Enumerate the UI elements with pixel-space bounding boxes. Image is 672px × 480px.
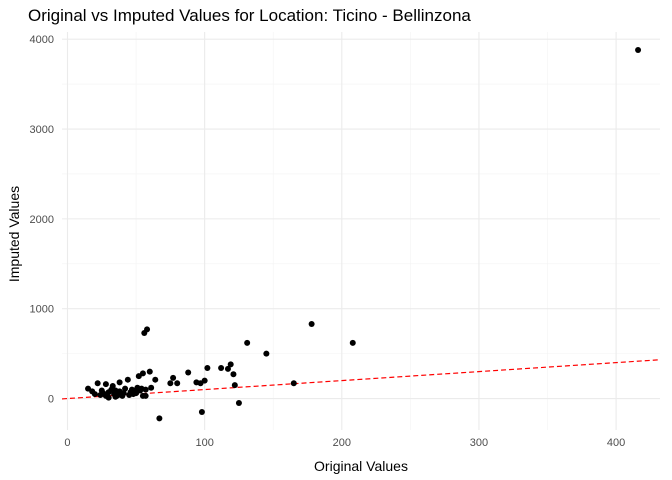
data-point [174, 380, 181, 387]
data-point [148, 384, 155, 391]
x-tick-label: 300 [470, 437, 488, 449]
data-point [109, 382, 116, 389]
data-points [85, 46, 642, 422]
data-point [146, 368, 153, 375]
data-point [230, 371, 237, 378]
data-point [204, 365, 211, 372]
chart-title: Original vs Imputed Values for Location:… [28, 6, 471, 25]
x-tick-label: 400 [607, 437, 625, 449]
x-tick-label: 100 [195, 437, 213, 449]
grid-lines [62, 32, 660, 430]
y-tick-label: 2000 [30, 214, 54, 226]
y-tick-label: 3000 [30, 124, 54, 136]
data-point [91, 391, 98, 398]
data-point [227, 361, 234, 368]
data-point [224, 365, 231, 372]
data-point [142, 386, 149, 393]
x-tick-label: 0 [64, 437, 70, 449]
data-point [198, 409, 205, 416]
data-point [201, 377, 208, 384]
data-point [122, 385, 129, 392]
data-point [152, 376, 159, 383]
x-tick-label: 200 [333, 437, 351, 449]
data-point [156, 415, 163, 422]
y-tick-label: 1000 [30, 304, 54, 316]
data-point [167, 380, 174, 387]
data-point [105, 394, 112, 401]
data-point [218, 365, 225, 372]
data-point [263, 350, 270, 357]
x-axis-tick-labels: 0 100 200 300 400 [64, 437, 625, 449]
x-axis-title: Original Values [314, 458, 408, 474]
y-tick-label: 4000 [30, 34, 54, 46]
data-point [308, 320, 315, 327]
data-point [116, 379, 123, 386]
data-point [185, 369, 192, 376]
data-point [102, 381, 109, 388]
data-point [231, 382, 238, 389]
data-point [635, 46, 642, 53]
data-point [139, 370, 146, 377]
y-axis-title: Imputed Values [6, 186, 22, 282]
data-point [142, 392, 149, 399]
reference-line-group [61, 359, 661, 400]
data-point [170, 374, 177, 381]
data-point [124, 376, 131, 383]
data-point [290, 380, 297, 387]
data-point [244, 339, 251, 346]
y-axis-tick-labels: 0 1000 2000 3000 4000 [30, 34, 54, 405]
data-point [235, 400, 242, 407]
data-point [144, 326, 151, 333]
data-point [94, 380, 101, 387]
y-tick-label: 0 [48, 394, 54, 406]
data-point [349, 339, 356, 346]
identity-reference-line [61, 359, 661, 400]
